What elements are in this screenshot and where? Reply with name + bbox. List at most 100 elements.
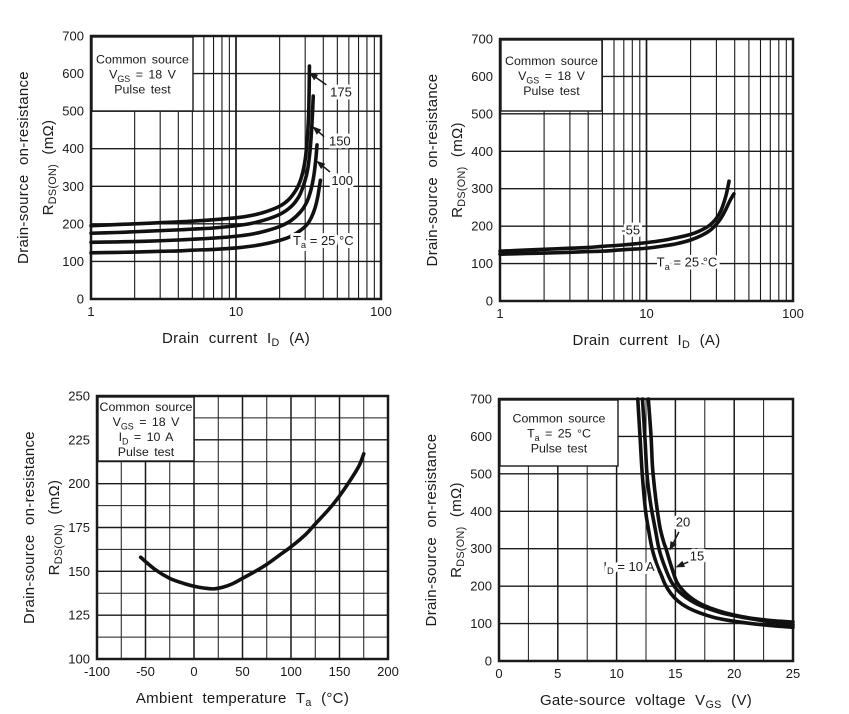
annotation-line: Pulse test (114, 83, 171, 97)
y-tick-label: 125 (68, 608, 90, 623)
curve-label-arrowhead (669, 541, 677, 551)
chart-rdson-vs-drain-current-high-temps: Common source VGS = 18 V Pulse test 175 150 1… (0, 0, 424, 357)
curve-ta-55-c (498, 179, 731, 254)
curve-ta-25-c (498, 192, 736, 257)
grid (90, 35, 382, 300)
plot-frame (498, 37, 795, 303)
x-tick-label: 10 (229, 304, 243, 319)
curve-label: 150 (329, 134, 351, 149)
curve-label-arrowhead (312, 126, 322, 135)
curve-ta-100-c (89, 143, 319, 245)
curve-label-arrowhead (308, 72, 319, 81)
y-axis-title-line1: Drain-source on-resistance (15, 71, 32, 264)
y-tick-label: 100 (471, 256, 493, 271)
x-tick-label: 1 (87, 304, 94, 319)
annotation-line: Pulse test (523, 84, 580, 98)
x-tick-label: 100 (370, 304, 392, 319)
y-tick-label: 200 (471, 219, 493, 234)
annotation-line: ID = 10 A (119, 430, 175, 446)
plot-frame (497, 397, 795, 663)
y-tick-label: 600 (471, 69, 493, 84)
x-axis-title: Gate-source voltage VGS (V) (540, 692, 752, 711)
x-tick-label: 20 (727, 666, 741, 681)
curve-id-10-a (635, 397, 795, 630)
curve-label: 20 (676, 515, 690, 530)
y-tick-label: 600 (62, 66, 84, 81)
curve-label: -55 (621, 222, 640, 237)
y-tick-label: 500 (62, 104, 84, 119)
y-axis-title-line2: RDS(ON) (mΩ) (449, 122, 468, 218)
x-tick-label: 100 (280, 664, 302, 679)
y-tick-label: 250 (68, 389, 90, 404)
y-tick-label: 300 (62, 179, 84, 194)
annotation-line: Pulse test (531, 442, 588, 456)
y-tick-label: 100 (68, 652, 90, 667)
y-axis-title-line1: Drain-source on-resistance (425, 434, 440, 627)
annotation-line: Pulse test (118, 445, 175, 459)
curve-ta-175-c (89, 64, 312, 228)
y-tick-label: 400 (470, 504, 492, 519)
x-axis-title: Drain current ID (A) (572, 332, 720, 351)
y-tick-label: 100 (62, 254, 84, 269)
curve-label: 100 (331, 173, 353, 188)
y-axis-title-line1: Drain-source on-resistance (21, 431, 38, 624)
x-tick-label: -100 (84, 664, 110, 679)
curve-rds-on-vs-ta (138, 452, 366, 591)
curve-label: 15 (690, 548, 704, 563)
y-tick-label: 0 (485, 654, 492, 669)
y-tick-label: 300 (471, 181, 493, 196)
plot-frame (89, 34, 383, 301)
x-tick-label: 200 (377, 664, 399, 679)
y-tick-label: 700 (471, 32, 493, 47)
curve-label: Ta = 25 °C (657, 255, 718, 272)
curve-id-20-a (646, 397, 795, 624)
curve-label-arrow (314, 75, 327, 86)
y-tick-label: 175 (68, 520, 90, 535)
x-tick-label: 1 (496, 306, 503, 321)
annotation-line: Ta = 25 °C (527, 427, 591, 443)
curve-label: 175 (330, 84, 352, 99)
y-axis-title-line2: RDS(ON) (mΩ) (46, 480, 65, 576)
x-tick-label: 15 (668, 666, 682, 681)
curve-label-arrow (671, 531, 680, 545)
y-tick-label: 200 (470, 579, 492, 594)
y-tick-label: 300 (470, 541, 492, 556)
y-tick-label: 0 (486, 294, 493, 309)
y-tick-label: 200 (62, 216, 84, 231)
y-tick-label: 200 (68, 476, 90, 491)
curve-label: ID = 10 A (603, 559, 655, 576)
x-tick-label: 10 (639, 306, 653, 321)
y-tick-label: 225 (68, 432, 90, 447)
y-tick-label: 400 (62, 141, 84, 156)
y-axis-title-line2: RDS(ON) (mΩ) (448, 482, 467, 578)
y-tick-label: 150 (68, 564, 90, 579)
x-tick-label: 0 (495, 666, 502, 681)
chart-rdson-vs-gate-source-voltage: Common source Ta = 25 °C Pulse test 20 15 ID … (425, 355, 849, 714)
annotation-line: VGS = 18 V (109, 68, 176, 84)
annotation-line: VGS = 18 V (113, 415, 180, 431)
plot-frame (95, 394, 390, 661)
x-tick-label: 150 (329, 664, 351, 679)
curve-label-arrowhead (316, 160, 326, 170)
y-tick-label: 100 (470, 616, 492, 631)
annotation-line: Common source (505, 54, 598, 68)
x-tick-label: 25 (786, 666, 800, 681)
chart-rdson-vs-ambient-temperature: Common source VGS = 18 V ID = 10 A Pulse te… (0, 355, 424, 714)
y-tick-label: 500 (470, 466, 492, 481)
x-axis-title: Ambient temperature Ta (°C) (136, 690, 349, 709)
y-axis-title-line1: Drain-source on-resistance (425, 74, 441, 267)
x-tick-label: -50 (136, 664, 155, 679)
x-axis-title: Drain current ID (A) (162, 330, 310, 349)
x-tick-label: 50 (235, 664, 249, 679)
chart-rdson-vs-drain-current-low-temps: Common source VGS = 18 V Pulse test -55 Ta =… (425, 0, 849, 357)
y-tick-label: 500 (471, 106, 493, 121)
